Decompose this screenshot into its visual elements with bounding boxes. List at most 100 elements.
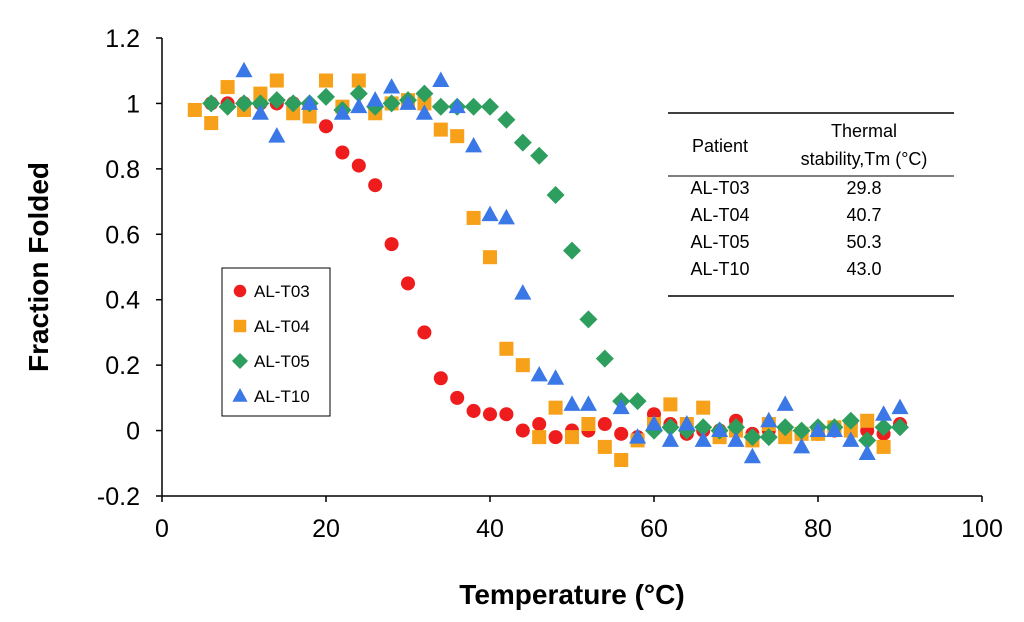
data-point-al-t05 <box>415 84 434 103</box>
data-point-al-t05 <box>858 431 877 450</box>
data-point-al-t04 <box>220 80 235 95</box>
x-tick-label: 40 <box>476 515 504 543</box>
data-point-al-t10 <box>563 395 581 411</box>
data-point-al-t03 <box>482 407 498 422</box>
data-point-al-t05 <box>497 110 516 129</box>
data-point-al-t05 <box>202 94 221 113</box>
table-cell-patient: AL-T10 <box>690 259 749 279</box>
data-point-al-t10 <box>465 136 483 153</box>
data-point-al-t03 <box>433 371 448 386</box>
x-tick-label: 20 <box>312 515 340 543</box>
table-cell-tm: 40.7 <box>846 205 881 225</box>
data-point-al-t04 <box>286 106 301 121</box>
data-point-al-t04 <box>696 400 711 415</box>
data-point-al-t10 <box>825 421 843 438</box>
data-point-al-t10 <box>333 104 351 120</box>
data-point-al-t10 <box>383 78 401 94</box>
data-point-al-t04 <box>876 439 891 454</box>
y-tick-label: 0 <box>126 418 140 446</box>
data-point-al-t04 <box>204 116 219 131</box>
data-point-al-t10 <box>235 61 253 78</box>
data-point-al-t05 <box>891 418 909 437</box>
data-point-al-t05 <box>431 97 450 116</box>
data-point-al-t04 <box>532 430 547 445</box>
y-tick-label: 1 <box>126 90 140 118</box>
data-point-al-t04 <box>499 341 514 356</box>
data-point-al-t10 <box>629 428 647 444</box>
y-tick-label: 0.2 <box>105 352 140 380</box>
x-tick-label: 80 <box>804 515 832 543</box>
y-tick-label: 1.2 <box>105 25 140 53</box>
data-point-al-t04 <box>318 73 334 88</box>
data-point-al-t10 <box>366 91 384 107</box>
table-cell-tm: 29.8 <box>846 178 881 198</box>
table-cell-patient: AL-T03 <box>690 178 749 198</box>
data-point-al-t10 <box>514 284 532 300</box>
data-point-al-t10 <box>891 398 909 415</box>
data-point-al-t04 <box>351 73 366 88</box>
data-point-al-t05 <box>628 392 647 411</box>
table-header-stability: stability,Tm (°C) <box>801 149 928 169</box>
data-point-al-t03 <box>450 390 465 405</box>
data-point-al-t04 <box>564 430 580 445</box>
data-point-al-t04 <box>548 400 563 415</box>
data-point-al-t05 <box>546 186 565 205</box>
data-point-al-t03 <box>417 325 432 340</box>
data-point-al-t03 <box>532 417 547 432</box>
data-point-al-t05 <box>382 94 401 113</box>
data-point-al-t05 <box>595 349 614 368</box>
data-point-al-t10 <box>579 395 597 411</box>
table-cell-patient: AL-T05 <box>690 232 749 252</box>
data-point-al-t05 <box>481 97 499 116</box>
data-point-al-t04 <box>433 122 448 137</box>
data-point-al-t05 <box>284 94 303 113</box>
data-point-al-t05 <box>235 94 253 113</box>
data-point-al-t04 <box>417 96 432 111</box>
x-tick-label: 60 <box>640 515 668 543</box>
data-point-al-t05 <box>563 241 581 260</box>
tm-table: Patient Thermal stability,Tm (°C) AL-T03… <box>668 112 954 297</box>
data-point-al-t05 <box>579 310 598 329</box>
data-point-al-t10 <box>432 71 450 88</box>
legend-marker-al-t03 <box>233 284 247 298</box>
data-point-al-t10 <box>268 127 286 143</box>
data-point-al-t10 <box>760 411 778 428</box>
legend-label-al-t10: AL-T10 <box>254 387 310 406</box>
data-point-al-t03 <box>318 119 334 134</box>
legend-marker-al-t04 <box>233 319 247 333</box>
data-point-al-t10 <box>251 104 269 120</box>
data-point-al-t03 <box>384 237 399 252</box>
data-point-al-t10 <box>842 431 860 447</box>
legend-marker-al-t05 <box>232 353 248 369</box>
data-point-al-t05 <box>251 94 270 113</box>
legend: AL-T03 AL-T04 AL-T05 AL-T10 <box>221 267 331 417</box>
x-tick-label: 0 <box>155 515 169 543</box>
data-point-al-t05 <box>464 97 483 116</box>
data-point-al-t03 <box>515 423 530 438</box>
data-point-al-t05 <box>743 428 762 447</box>
data-point-al-t10 <box>301 94 319 110</box>
data-point-al-t04 <box>597 439 612 454</box>
data-point-al-t03 <box>597 417 612 432</box>
data-point-al-t04 <box>843 423 858 438</box>
y-axis-title: Fraction Folded <box>23 162 54 372</box>
data-point-al-t03 <box>400 276 416 291</box>
data-point-al-t10 <box>694 431 712 447</box>
data-point-al-t04 <box>860 413 875 428</box>
data-point-al-t04 <box>302 109 317 124</box>
y-tick-label: 0.6 <box>105 221 140 249</box>
data-point-al-t10 <box>530 365 548 382</box>
data-point-al-t04 <box>253 86 268 101</box>
data-point-al-t05 <box>759 428 778 447</box>
data-point-al-t05 <box>349 84 368 103</box>
y-tick-label: 0.8 <box>105 156 140 184</box>
data-point-al-t05 <box>792 421 811 440</box>
data-point-al-t05 <box>218 97 237 116</box>
data-point-al-t10 <box>875 405 893 421</box>
data-point-al-t05 <box>661 418 680 437</box>
data-point-al-t10 <box>776 395 794 411</box>
data-point-al-t03 <box>548 430 563 445</box>
data-point-al-t10 <box>793 437 811 454</box>
data-point-al-t05 <box>727 418 745 437</box>
